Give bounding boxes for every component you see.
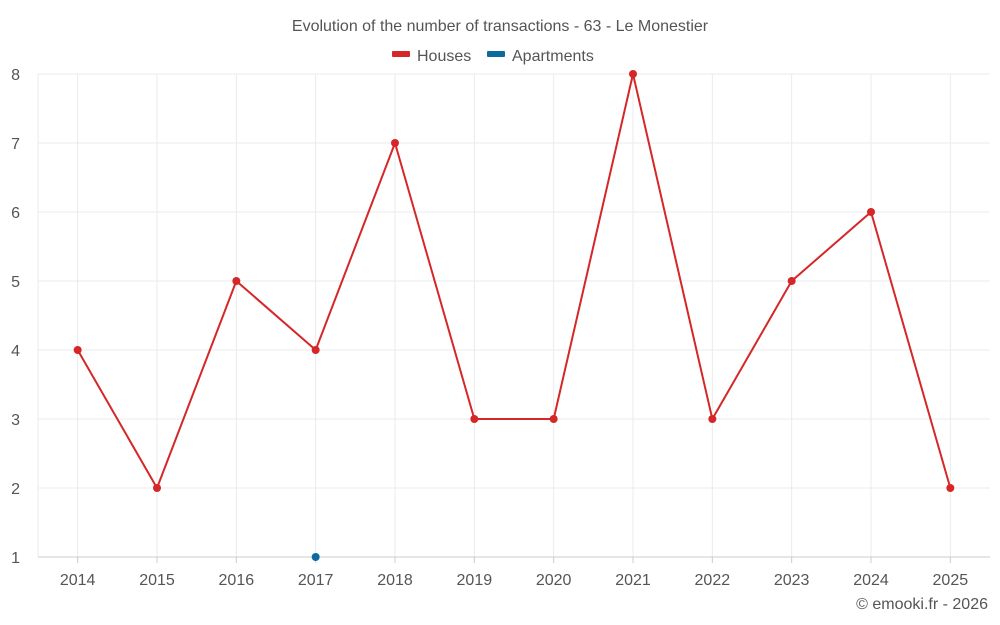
data-point-houses[interactable] (73, 346, 82, 354)
y-tick-label: 3 (11, 412, 20, 429)
data-point-houses[interactable] (311, 346, 320, 354)
axes: 1 2 3 4 5 6 7 8 2014 2015 2016 2017 2018 2019 2020 2021… (11, 67, 990, 589)
x-tick-label: 2016 (219, 572, 255, 589)
y-tick-label: 1 (11, 550, 20, 567)
grid (37, 73, 990, 557)
data-point-houses[interactable] (867, 208, 875, 216)
series (73, 70, 955, 561)
x-tick-label: 2017 (298, 572, 334, 589)
x-tick-label: 2019 (457, 572, 493, 589)
data-point-houses[interactable] (708, 415, 717, 423)
data-point-houses[interactable] (470, 415, 479, 423)
y-tick-label: 2 (11, 481, 20, 498)
x-tick-label: 2023 (774, 572, 810, 589)
data-point-houses[interactable] (232, 277, 241, 285)
y-tick-label: 7 (11, 136, 20, 153)
legend-item-houses[interactable]: Houses (392, 48, 471, 65)
legend: Houses Apartments (392, 48, 594, 65)
x-tick-label: 2024 (853, 572, 889, 589)
legend-swatch-houses (392, 51, 410, 57)
data-point-apartments[interactable] (311, 553, 320, 561)
x-tick-label: 2022 (695, 572, 731, 589)
x-tick-label: 2025 (933, 572, 969, 589)
data-point-houses[interactable] (549, 415, 558, 423)
x-tick-label: 2020 (536, 572, 572, 589)
legend-swatch-apartments (487, 51, 505, 57)
x-tick-label: 2021 (615, 572, 651, 589)
data-point-houses[interactable] (787, 277, 796, 285)
x-tick-label: 2015 (139, 572, 175, 589)
chart-title: Evolution of the number of transactions … (292, 18, 709, 35)
y-tick-label: 5 (11, 274, 20, 291)
data-point-houses[interactable] (629, 70, 637, 78)
x-tick-label: 2018 (377, 572, 413, 589)
legend-label-houses: Houses (417, 48, 471, 65)
series-line-houses (76, 73, 952, 489)
data-point-houses[interactable] (946, 484, 955, 492)
credit-text: © emooki.fr - 2026 (856, 596, 988, 613)
data-point-houses[interactable] (391, 139, 399, 147)
y-tick-label: 8 (11, 67, 20, 84)
legend-item-apartments[interactable]: Apartments (487, 48, 594, 65)
y-tick-label: 6 (11, 205, 20, 222)
x-tick-label: 2014 (60, 572, 96, 589)
data-point-houses[interactable] (153, 484, 161, 492)
y-tick-label: 4 (11, 343, 20, 360)
legend-label-apartments: Apartments (512, 48, 594, 65)
